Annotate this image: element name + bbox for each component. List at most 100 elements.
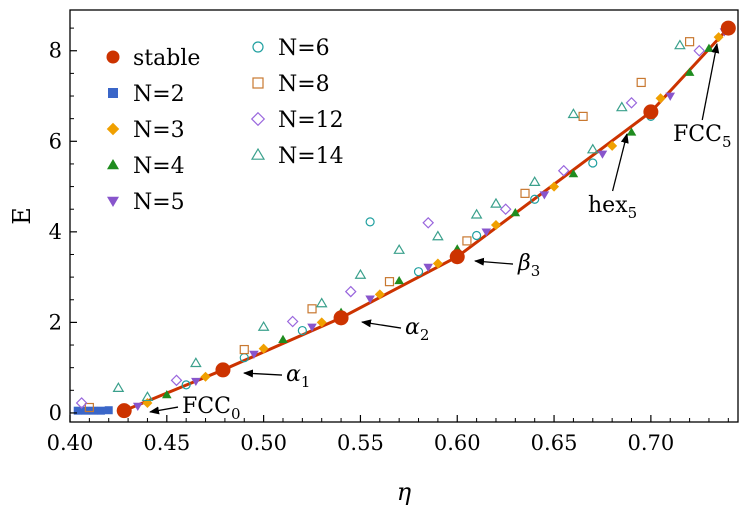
point-n3 <box>432 258 443 269</box>
point-n4 <box>278 334 288 343</box>
arrow-alpha1 <box>243 369 283 378</box>
point-n14 <box>190 357 202 368</box>
legend-label-n14: N=14 <box>278 144 344 169</box>
point-n8 <box>520 188 530 198</box>
legend-marker-n4 <box>107 159 119 170</box>
point-n14 <box>674 39 686 50</box>
plot-frame <box>69 9 739 423</box>
point-n14 <box>354 268 367 279</box>
point-n12 <box>75 397 88 409</box>
point-n14 <box>393 243 406 254</box>
arrow-fcc0 <box>149 406 179 415</box>
stable-points-layer <box>116 20 736 419</box>
y-tick-label: 2 <box>49 310 62 334</box>
y-tick-label: 4 <box>49 220 62 244</box>
stable-point <box>215 362 231 378</box>
x-tick-label: 0.55 <box>337 431 384 455</box>
point-n3 <box>200 371 211 382</box>
point-n3 <box>655 93 666 104</box>
point-n4 <box>626 127 637 136</box>
x-tick-label: 0.60 <box>434 431 481 455</box>
point-n12 <box>286 315 299 328</box>
point-n8 <box>578 111 588 121</box>
x-tick-label: 0.65 <box>531 431 578 455</box>
annotation-fcc0: FCC0 <box>182 394 240 423</box>
legend-label-n4: N=4 <box>133 154 185 179</box>
stable-point <box>643 104 659 120</box>
point-n6 <box>365 217 375 227</box>
point-n8 <box>462 236 472 246</box>
legend-label-n2: N=2 <box>133 82 185 107</box>
point-n8 <box>84 402 94 413</box>
point-n12 <box>625 96 638 109</box>
stable-point <box>449 249 465 265</box>
point-n5 <box>539 191 550 200</box>
point-n14 <box>615 101 628 112</box>
point-n5 <box>249 350 259 359</box>
point-n12 <box>499 203 512 216</box>
point-n2 <box>96 406 105 415</box>
point-n3 <box>549 181 560 192</box>
point-n6 <box>297 325 307 336</box>
point-n6 <box>588 158 598 168</box>
legend-marker-n14 <box>250 147 266 160</box>
legend-label-n12: N=12 <box>278 108 344 133</box>
stable-point <box>116 403 132 419</box>
legend-marker-n8 <box>252 77 264 89</box>
x-tick-label: 0.45 <box>143 431 190 455</box>
point-n4 <box>568 169 579 178</box>
stable-point <box>333 310 349 326</box>
axes-layer: 0.40 0.45 0.50 0.55 0.60 0.65 0.70 0 2 4 6 8 <box>47 27 729 455</box>
legend-label-stable: stable <box>133 46 200 71</box>
point-n3 <box>713 32 724 43</box>
point-n14 <box>257 320 270 331</box>
point-n14 <box>528 176 541 187</box>
point-n5 <box>307 323 317 332</box>
x-axis-label: η <box>397 478 412 506</box>
legend-marker-n12 <box>250 111 266 127</box>
point-n3 <box>374 289 385 300</box>
annotation-hex5: hex5 <box>588 193 637 222</box>
annotation-alpha2: α2 <box>405 315 429 344</box>
point-n4 <box>162 390 172 399</box>
point-n14 <box>586 143 599 154</box>
annotation-fcc5: FCC5 <box>673 122 731 151</box>
point-n12 <box>344 285 357 298</box>
point-n6 <box>181 380 191 390</box>
x-tick-label: 0.70 <box>627 431 674 455</box>
point-n8 <box>636 77 646 88</box>
arrow-beta3 <box>474 257 514 266</box>
point-n5 <box>597 150 608 159</box>
point-n2 <box>73 406 82 415</box>
y-tick-label: 8 <box>49 39 62 63</box>
arrow-hex5 <box>611 133 629 192</box>
point-n6 <box>472 230 482 241</box>
point-n3 <box>490 220 501 231</box>
point-n14 <box>112 382 125 393</box>
legend-label-n6: N=6 <box>278 36 330 61</box>
y-tick-label: 0 <box>49 401 62 425</box>
point-n3 <box>607 140 618 151</box>
point-n5 <box>191 377 201 387</box>
arrow-fcc5 <box>701 43 720 121</box>
legend-marker-stable <box>106 50 120 64</box>
point-n8 <box>684 37 695 47</box>
legend-marker-n5 <box>107 196 119 207</box>
point-n14 <box>567 108 580 119</box>
point-n5 <box>423 263 434 272</box>
annotation-beta3: β3 <box>517 251 540 280</box>
arrow-alpha2 <box>361 319 402 329</box>
point-n5 <box>665 92 676 101</box>
point-n4 <box>704 43 714 52</box>
point-n2 <box>104 406 113 415</box>
point-n14 <box>470 208 483 219</box>
point-n6 <box>413 267 424 277</box>
point-n3 <box>258 343 269 354</box>
point-n4 <box>684 67 695 76</box>
point-n6 <box>530 194 540 204</box>
point-n5 <box>481 228 492 237</box>
point-n8 <box>384 277 395 287</box>
legend-label-n3: N=3 <box>133 118 185 143</box>
